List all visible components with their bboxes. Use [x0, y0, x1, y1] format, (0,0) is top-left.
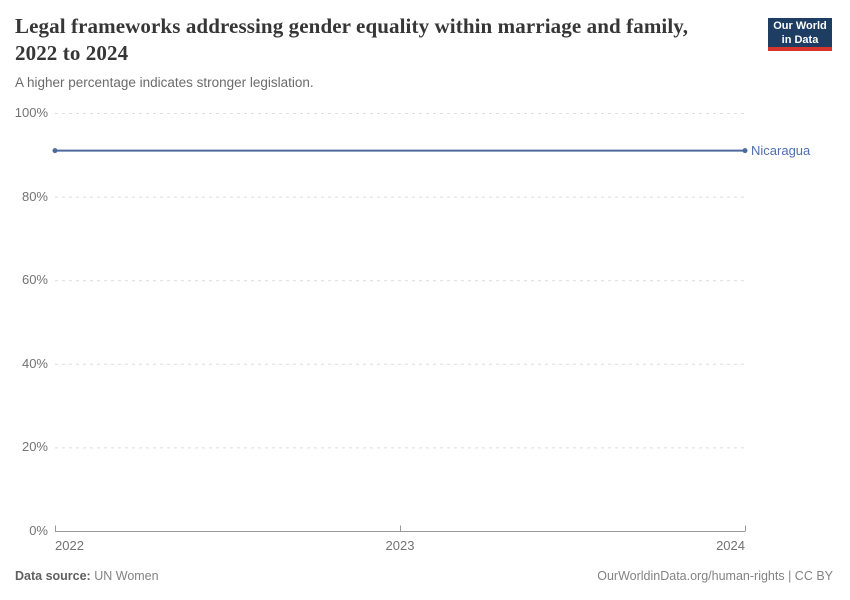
owid-logo-line1: Our World	[773, 20, 827, 32]
data-source-label: Data source:	[15, 569, 91, 583]
y-tick-label: 0%	[29, 523, 48, 538]
credit-line: OurWorldinData.org/human-rights | CC BY	[597, 569, 833, 583]
y-tick-label: 100%	[14, 105, 48, 120]
y-tick-label: 40%	[21, 355, 48, 371]
chart-subtitle: A higher percentage indicates stronger l…	[15, 75, 314, 90]
chart-title: Legal frameworks addressing gender equal…	[15, 14, 689, 65]
data-source: Data source: UN Women	[15, 569, 159, 583]
x-tick-label: 2024	[716, 538, 745, 553]
series-end-point	[742, 148, 748, 154]
owid-logo-line2: in Data	[781, 33, 819, 46]
data-source-value: UN Women	[94, 569, 159, 583]
chart-footer: Data source: UN Women OurWorldinData.org…	[15, 569, 833, 583]
x-tick-label: 2023	[385, 538, 415, 553]
y-tick-label: 20%	[21, 439, 48, 455]
owid-logo: Our World in Data	[768, 18, 832, 51]
series-start-point	[52, 148, 58, 154]
y-tick-label: 80%	[21, 188, 48, 204]
series-label-nicaragua: Nicaragua	[751, 142, 811, 158]
x-tick-label: 2022	[55, 538, 84, 553]
y-tick-label: 60%	[21, 272, 48, 288]
